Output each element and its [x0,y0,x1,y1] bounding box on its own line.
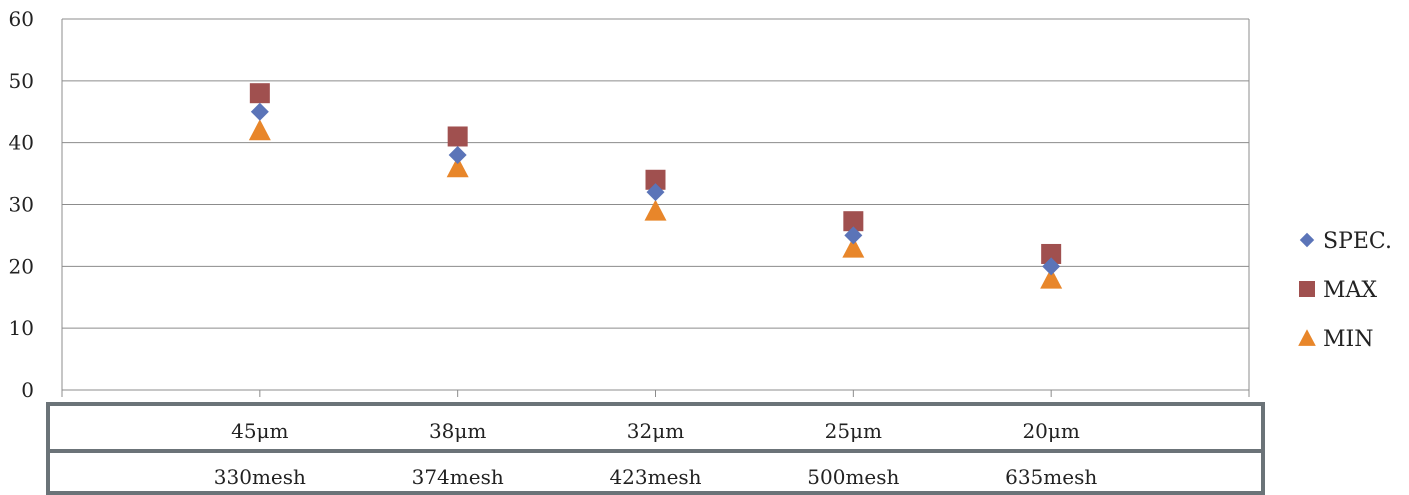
y-axis: 0 10 20 30 40 50 60 [9,7,1250,402]
data-point-spec [1042,257,1061,276]
x-category-label-mesh: 374mesh [412,465,504,489]
data-point-max [645,169,666,190]
x-category-label: 38μm [429,419,486,443]
y-tick-label: 10 [9,316,34,340]
x-category-label: 32μm [627,419,684,443]
data-point-spec [844,226,863,245]
data-point-max [1041,243,1062,264]
legend-label: MAX [1323,278,1377,303]
data-point-min [446,156,469,178]
legend-marker [1299,281,1315,297]
y-tick-label: 60 [9,7,34,31]
x-category-label: 20μm [1022,419,1079,443]
y-tick-label: 20 [9,254,34,278]
x-category-label: 45μm [231,419,288,443]
gridlines [62,18,1249,391]
data-point-spec [448,146,467,165]
y-tick-label: 30 [9,193,34,217]
category-table: 45μm 38μm 32μm 25μm 20μm 330mesh 374mesh 423mes… [46,402,1265,495]
data-point-min [1040,267,1063,289]
x-axis [61,389,1250,397]
x-category-label-mesh: 330mesh [214,465,306,489]
data-point-min [644,199,667,221]
data-point-spec [250,102,269,121]
y-tick-label: 0 [21,378,34,402]
x-category-label: 25μm [825,419,882,443]
legend-marker [1299,232,1315,248]
data-points [248,83,1063,289]
data-point-max [447,126,468,147]
legend-label: MIN [1323,327,1373,352]
y-tick-label: 50 [9,69,34,93]
y-tick-label: 40 [9,131,34,155]
legend-marker [1298,329,1316,346]
legend-label: SPEC. [1323,229,1392,254]
data-point-min [248,119,271,141]
legend: SPEC. MAX MIN [1298,229,1392,352]
data-point-max [249,83,270,104]
category-table-border [46,402,1265,495]
data-point-min [842,236,865,258]
data-point-max [843,211,864,232]
x-category-label-mesh: 423mesh [609,465,701,489]
data-point-spec [646,183,665,202]
x-category-label-mesh: 500mesh [807,465,899,489]
x-category-label-mesh: 635mesh [1005,465,1097,489]
